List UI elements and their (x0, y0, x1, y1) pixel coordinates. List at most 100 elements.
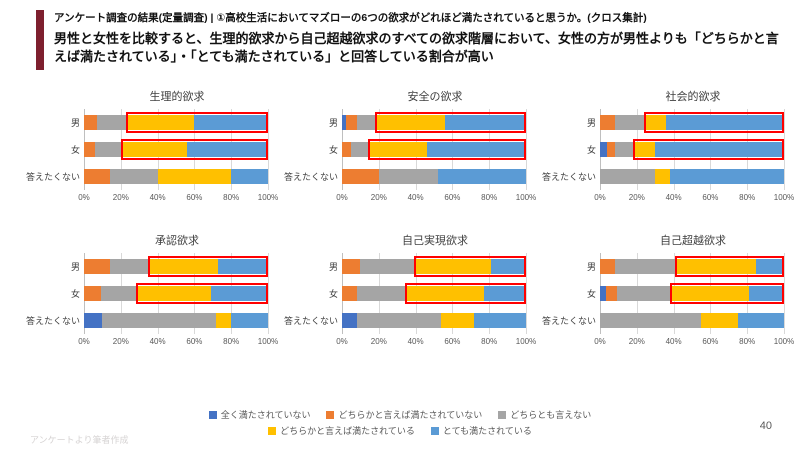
gridline (526, 253, 527, 334)
legend-swatch (498, 410, 507, 419)
bar-segment (441, 313, 475, 328)
bar-segment (600, 115, 615, 130)
highlight-box (633, 139, 784, 160)
bar-row: 女 (542, 136, 786, 163)
axis-tick-label: 100% (515, 193, 537, 202)
bar-segment (84, 142, 96, 157)
bar-segment (194, 115, 268, 130)
bar-row: 女 (26, 280, 270, 307)
category-label: 答えたくない (26, 172, 81, 182)
chart-3: 社会的欲求男女答えたくない 0% 20% 40% 60% 80% 100% (542, 88, 794, 204)
chart-5: 自己実現欲求男女答えたくない 0% 20% 40% 60% 80% 100% (284, 232, 536, 348)
axis-tick-label: 100% (257, 337, 279, 346)
axis-tick-label: 40% (149, 337, 166, 346)
plot-area: 男女答えたくない 0% 20% 40% 60% 80% 100% (542, 253, 794, 348)
bar-row: 答えたくない (26, 163, 270, 190)
bar-segment (600, 286, 606, 301)
bar-row: 男 (26, 253, 270, 280)
legend-swatch (430, 426, 439, 435)
bar-segment (84, 286, 101, 301)
bar-segment (413, 259, 492, 274)
axis-tick-label: 20% (628, 337, 645, 346)
bar-track (84, 313, 268, 328)
gridline (784, 253, 785, 334)
header-text: アンケート調査の結果(定量調査) | ①高校生活においてマズローの6つの欲求がど… (54, 10, 784, 70)
category-label: 女 (70, 289, 80, 299)
legend-row: どちらかと言えば満たされている とても満たされている (268, 424, 532, 437)
bar-segment (666, 115, 784, 130)
bar-segment (356, 115, 376, 130)
highlight-box (404, 283, 526, 304)
chart-title: 自己実現欲求 (402, 235, 468, 247)
legend-swatch (326, 410, 335, 419)
bar-row: 答えたくない (26, 307, 270, 334)
chart-4: 承認欲求男女答えたくない 0% 20% 40% 60% 80% 100% (26, 232, 278, 348)
axis-tick-label: 100% (257, 193, 279, 202)
axis-tick-label: 60% (702, 193, 719, 202)
axis-tick-label: 100% (515, 337, 537, 346)
bar-track (600, 169, 784, 184)
chart-6: 自己超越欲求男女答えたくない 0% 20% 40% 60% 80% 100% (542, 232, 794, 348)
bar-segment (342, 115, 346, 130)
legend-item: どちらかと言えば満たされている (268, 424, 415, 437)
bar-segment (96, 115, 127, 130)
bar-segment (342, 142, 352, 157)
gridline (526, 109, 527, 190)
accent-bar (36, 10, 44, 70)
plot-area: 男女答えたくない 0% 20% 40% 60% 80% 100% (284, 109, 536, 204)
category-label: 女 (586, 289, 596, 299)
category-label: 男 (70, 262, 80, 272)
axis-tick-label: 0% (78, 337, 90, 346)
bar-segment (356, 313, 442, 328)
bar-track (84, 256, 268, 277)
bar-row: 男 (284, 109, 528, 136)
bar-segment (600, 142, 608, 157)
bar-segment (95, 142, 121, 157)
page-number: 40 (759, 420, 772, 432)
chart-1: 生理的欲求男女答えたくない 0% 20% 40% 60% 80% 100% (26, 88, 278, 204)
bar-track (342, 283, 526, 304)
bar-row: 男 (542, 253, 786, 280)
axis-tick-label: 20% (370, 193, 387, 202)
axis-tick-label: 100% (773, 193, 795, 202)
bar-segment (669, 286, 750, 301)
charts-grid: 生理的欲求男女答えたくない 0% 20% 40% 60% 80% 100% 安全の欲求男女答え… (26, 88, 794, 348)
category-label: 女 (328, 145, 338, 155)
legend-label: どちらとも言えない (510, 410, 592, 420)
legend: 全く満たされていない どちらかと言えば満たされていない どちらとも言えない どちらかと… (0, 408, 800, 437)
bar-row: 男 (26, 109, 270, 136)
bar-segment (100, 286, 136, 301)
source-note: アンケートより筆者作成 (30, 435, 129, 445)
bar-segment (605, 286, 617, 301)
bar-segment (187, 142, 268, 157)
bar-segment (474, 313, 526, 328)
bar-segment (633, 142, 656, 157)
bar-segment (109, 169, 158, 184)
highlight-box (375, 112, 526, 133)
bar-row: 答えたくない (284, 307, 528, 334)
bar-track (84, 283, 268, 304)
highlight-box (413, 256, 526, 277)
bar-track (84, 169, 268, 184)
bar-segment (102, 313, 217, 328)
x-axis: 0% 20% 40% 60% 80% 100% (78, 190, 278, 204)
bar-segment (148, 259, 219, 274)
legend-swatch (208, 410, 217, 419)
gridline (268, 253, 269, 334)
highlight-box (120, 139, 268, 160)
bar-segment (342, 286, 357, 301)
bar-segment (483, 286, 526, 301)
bar-track (600, 256, 784, 277)
category-label: 答えたくない (284, 172, 339, 182)
bar-segment (218, 259, 268, 274)
bar-segment (367, 142, 427, 157)
axis-tick-label: 40% (149, 193, 166, 202)
axis-tick-label: 0% (78, 193, 90, 202)
chart-title: 生理的欲求 (149, 91, 205, 103)
x-axis: 0% 20% 40% 60% 80% 100% (594, 334, 794, 348)
bar-row: 答えたくない (542, 307, 786, 334)
bar-segment (216, 313, 232, 328)
bar-segment (675, 259, 757, 274)
axis-tick-label: 100% (773, 337, 795, 346)
